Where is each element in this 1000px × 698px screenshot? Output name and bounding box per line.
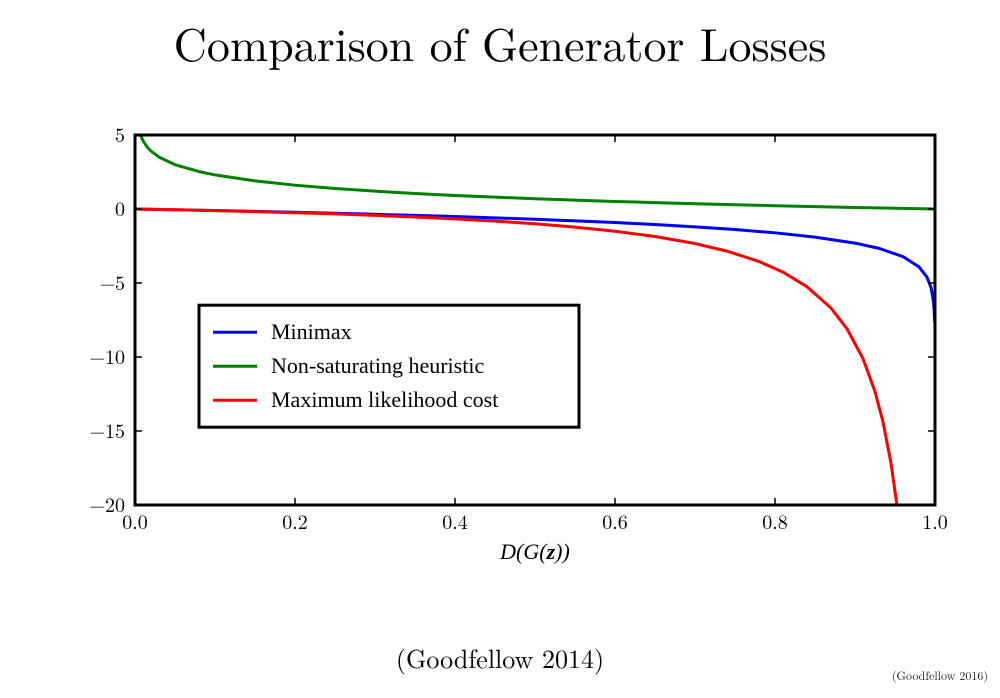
- ytick-label: −15: [89, 415, 125, 444]
- slide: Comparison of Generator Losses 0.0 0.2 0.4…: [0, 0, 1000, 698]
- xtick-label: 0.0: [122, 506, 148, 535]
- legend-label: Maximum likelihood cost: [271, 387, 498, 412]
- legend-label: Minimax: [271, 319, 352, 344]
- x-axis-label: D(G(z)): [135, 539, 935, 579]
- ytick-label: 5: [115, 119, 125, 148]
- line-chart: 0.00.20.40.60.81.0−20−15−10−505D(G(z))J(…: [40, 120, 960, 600]
- ytick-label: −20: [89, 489, 125, 518]
- y-axis-label: J(G): [32, 135, 72, 505]
- ytick-label: −10: [89, 341, 125, 370]
- xtick-label: 0.8: [762, 506, 788, 535]
- legend-label: Non-saturating heuristic: [271, 353, 484, 378]
- xtick-label: 0.4: [442, 506, 468, 535]
- slide-title: Comparison of Generator Losses: [0, 10, 1000, 75]
- xtick-label: 0.2: [282, 506, 308, 535]
- ytick-label: −5: [99, 267, 125, 296]
- legend: Minimax Non-saturating heuristic Maximum l…: [199, 305, 579, 427]
- caption: (Goodfellow 2014): [0, 639, 1000, 676]
- ytick-label: 0: [115, 193, 125, 222]
- xtick-label: 1.0: [922, 506, 948, 535]
- chart-svg: 0.00.20.40.60.81.0−20−15−10−505D(G(z))J(…: [40, 120, 960, 600]
- xtick-label: 0.6: [602, 506, 628, 535]
- corner-citation: (Goodfellow 2016): [892, 667, 988, 684]
